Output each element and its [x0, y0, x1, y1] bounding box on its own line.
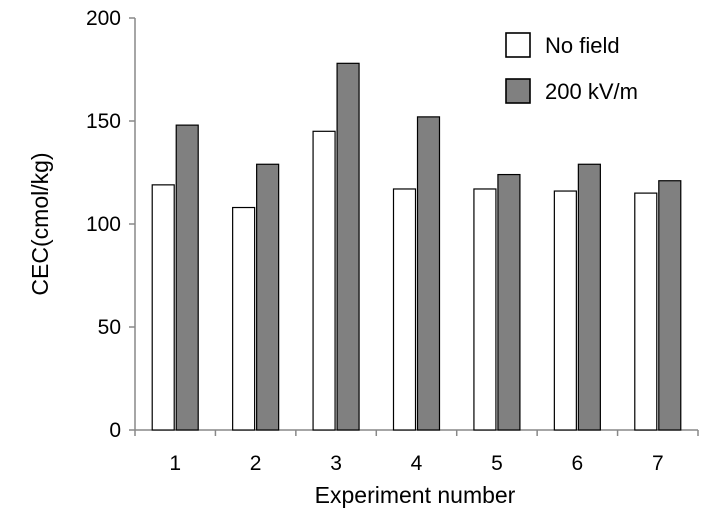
x-tick-label: 7 [652, 452, 664, 475]
x-axis-ticks: 1 2 3 4 5 6 7 [134, 430, 699, 475]
x-tick-label: 1 [169, 452, 181, 475]
bar-no-field [232, 206, 256, 431]
bar-200kvm [256, 163, 280, 431]
bar-no-field [151, 184, 175, 431]
x-axis-title: Experiment number [315, 482, 516, 508]
y-tick-label: 50 [98, 316, 121, 339]
x-tick-label: 4 [411, 452, 423, 475]
bar-no-field [312, 130, 336, 431]
x-tick-label: 5 [491, 452, 503, 475]
bar-200kvm [416, 116, 441, 431]
x-tick-label: 6 [572, 452, 584, 475]
y-tick-label: 100 [86, 213, 121, 236]
legend: No field 200 kV/m [505, 32, 638, 104]
y-axis-ticks: 0 50 100 150 200 [86, 7, 135, 442]
legend-label-no-field: No field [545, 33, 620, 58]
bar-no-field [553, 190, 577, 431]
legend-swatch-no-field [505, 32, 531, 58]
bar-200kvm [577, 163, 601, 431]
bar-200kvm [658, 180, 682, 431]
y-tick-label: 0 [109, 419, 121, 442]
bar-no-field [473, 188, 497, 431]
legend-label-200kvm: 200 kV/m [545, 79, 638, 104]
x-tick-label: 3 [330, 452, 342, 475]
y-tick-label: 200 [86, 7, 121, 30]
bar-200kvm [497, 173, 521, 431]
bar-no-field [634, 192, 658, 431]
y-tick-label: 150 [86, 110, 121, 133]
legend-swatch-200kvm [505, 78, 531, 104]
y-axis-title: CEC(cmol/kg) [27, 152, 53, 295]
x-tick-label: 2 [250, 452, 262, 475]
bar-200kvm [336, 62, 360, 431]
bar-no-field [392, 188, 417, 431]
bar-200kvm [175, 124, 199, 431]
bars [151, 62, 682, 431]
